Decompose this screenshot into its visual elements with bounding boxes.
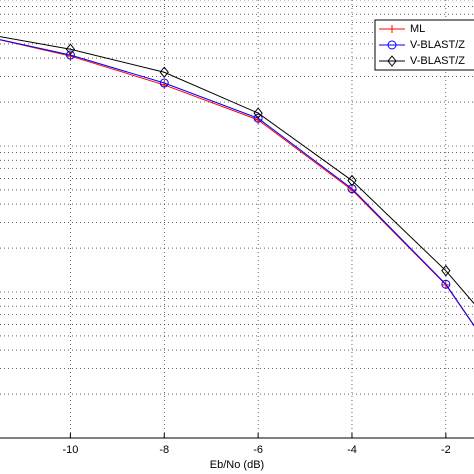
x-axis-label: Eb/No (dB) xyxy=(210,459,264,471)
plot-area xyxy=(0,36,474,327)
marker xyxy=(160,80,169,89)
marker xyxy=(159,66,169,79)
legend-label: V-BLAST/Z xyxy=(410,55,465,67)
legend-label: V-BLAST/Z xyxy=(410,39,465,51)
series-line xyxy=(0,36,474,305)
legend-marker xyxy=(388,25,396,33)
marker xyxy=(441,264,451,277)
legend-label: ML xyxy=(410,23,425,35)
marker xyxy=(253,107,263,119)
marker xyxy=(65,50,75,60)
legend: ML V-BLAST/Z V-BLAST/Z xyxy=(374,19,474,71)
x-tick-label: -6 xyxy=(253,444,263,456)
x-tick-label: -10 xyxy=(62,444,78,456)
legend-marker xyxy=(387,40,397,50)
marker xyxy=(65,43,76,56)
marker xyxy=(253,113,263,123)
x-tick-label: -2 xyxy=(441,444,451,456)
x-tick-label: -8 xyxy=(159,444,169,456)
marker xyxy=(441,279,451,289)
marker xyxy=(347,184,357,194)
legend-marker xyxy=(387,55,397,67)
marker xyxy=(159,78,169,88)
marker xyxy=(347,174,357,187)
x-tick-label: -4 xyxy=(347,444,357,456)
